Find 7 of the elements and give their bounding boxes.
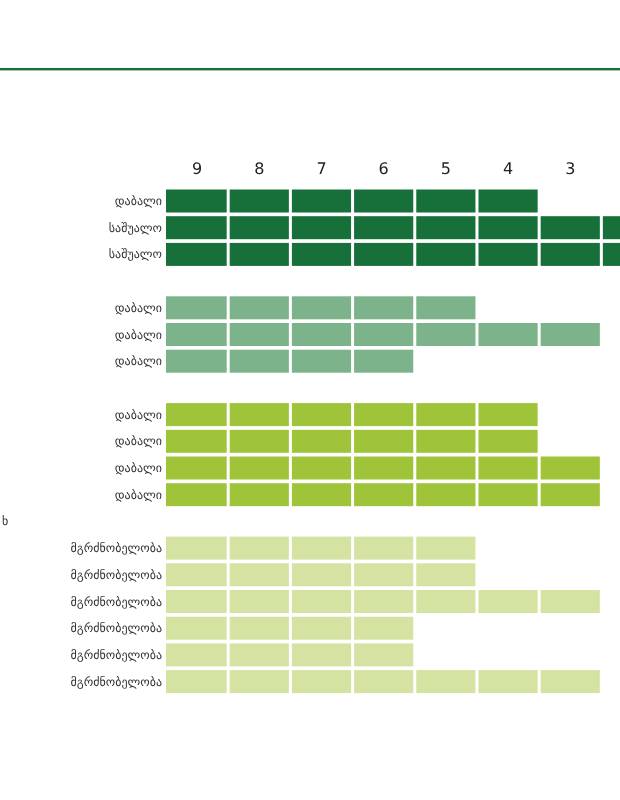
x-tick-label: 4 <box>502 160 514 178</box>
x-tick-label: 7 <box>316 160 327 178</box>
x-tick-label: 5 <box>440 160 451 178</box>
x-tick-label: 6 <box>378 160 389 178</box>
x-tick-label: 3 <box>565 160 576 178</box>
x-tick-label: 8 <box>254 160 265 178</box>
x-tick-label: 9 <box>192 160 203 178</box>
